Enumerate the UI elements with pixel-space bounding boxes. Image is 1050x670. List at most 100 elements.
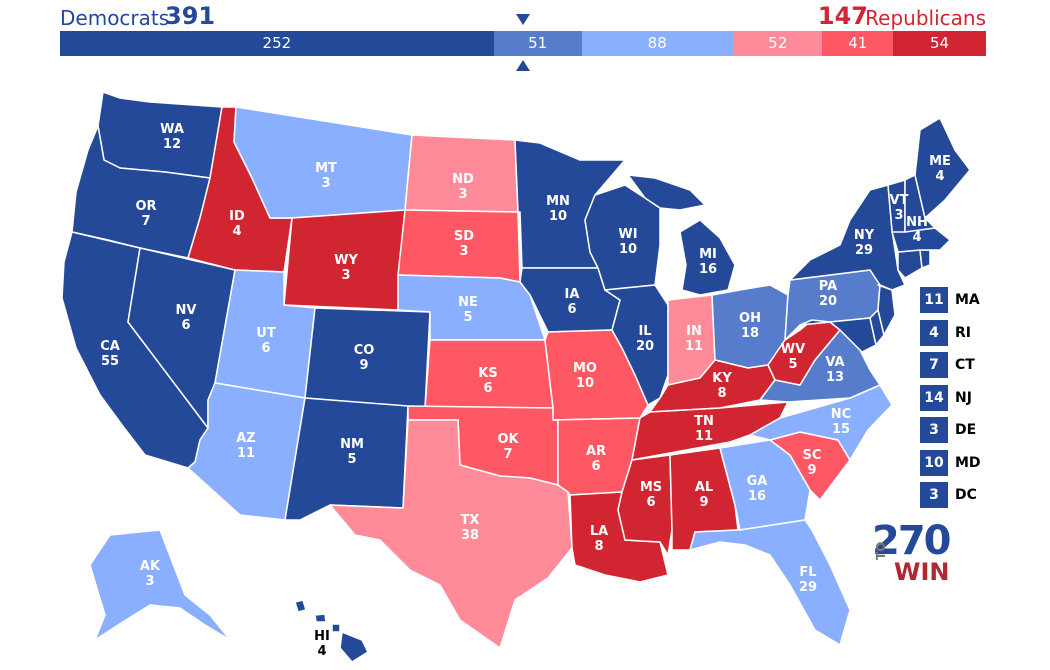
state-votes-label: 7 [141, 214, 150, 229]
state-abbr-label: IL [638, 324, 651, 339]
state-votes-label: 8 [717, 386, 726, 401]
small-state-ri[interactable]: 4 RI [920, 319, 1030, 346]
small-state-votes[interactable]: 3 [920, 482, 948, 508]
state-votes-label: 3 [458, 187, 467, 202]
state-votes-label: 11 [237, 446, 255, 461]
state-abbr-label: VT [890, 193, 909, 208]
state-votes-label: 9 [699, 495, 708, 510]
small-state-votes[interactable]: 14 [920, 384, 948, 411]
state-abbr-label: MS [640, 480, 662, 495]
state-votes-label: 10 [576, 376, 594, 391]
state-il[interactable] [604, 284, 669, 406]
state-hi[interactable] [294, 599, 369, 663]
state-votes-label: 16 [699, 262, 717, 277]
state-ct[interactable] [897, 249, 923, 279]
state-abbr-label: ID [229, 209, 245, 224]
small-state-abbr: DE [955, 422, 977, 438]
state-votes-label: 3 [145, 574, 154, 589]
state-abbr-label: SD [454, 229, 474, 244]
logo-number: 270 [872, 518, 951, 564]
bar-segment: 51 [493, 31, 582, 56]
logo-win: WIN [894, 558, 950, 586]
state-abbr-label: TN [694, 414, 714, 429]
democrats-total: 391 [165, 2, 216, 30]
state-abbr-label: WY [334, 253, 358, 268]
small-state-votes[interactable]: 10 [920, 449, 948, 476]
state-abbr-label: NE [458, 295, 478, 310]
state-abbr-label: MI [699, 247, 717, 262]
small-state-ct[interactable]: 7 CT [920, 352, 1030, 378]
state-abbr-label: WV [781, 342, 805, 357]
midpoint-marker-top-icon [516, 14, 530, 25]
bar-segment: 252 [60, 31, 494, 56]
tally-header: Democrats 391 147 Republicans [60, 0, 986, 30]
state-abbr-label: FL [799, 565, 816, 580]
small-state-votes[interactable]: 11 [920, 287, 948, 313]
state-votes-label: 8 [594, 539, 603, 554]
state-mi[interactable] [679, 219, 736, 296]
small-state-md[interactable]: 10 MD [920, 449, 1030, 476]
state-votes-label: 11 [685, 339, 703, 354]
small-state-dc[interactable]: 3 DC [920, 482, 1030, 508]
state-abbr-label: AK [140, 559, 161, 574]
state-abbr-label: AL [695, 480, 713, 495]
state-votes-label: 5 [788, 357, 797, 372]
state-votes-label: 3 [321, 176, 330, 191]
state-abbr-label: ND [452, 172, 474, 187]
state-abbr-label: SC [803, 448, 822, 463]
small-state-de[interactable]: 3 DE [920, 417, 1030, 443]
state-abbr-label: GA [747, 474, 768, 489]
state-mi-upper[interactable] [627, 174, 706, 211]
state-abbr-label: MN [546, 194, 570, 209]
state-votes-label: 10 [619, 242, 637, 257]
state-votes-label: 55 [101, 354, 119, 369]
state-abbr-label: MT [315, 161, 337, 176]
state-votes-label: 9 [807, 463, 816, 478]
state-abbr-label: IA [565, 287, 580, 302]
small-state-abbr: MD [955, 454, 981, 471]
state-votes-label: 11 [695, 429, 713, 444]
electoral-vote-bar: 252 51 88 52 41 54 [60, 31, 986, 56]
state-votes-label: 4 [935, 169, 944, 184]
state-abbr-label: KS [478, 366, 497, 381]
state-abbr-label: WI [618, 227, 637, 242]
bar-segment: 52 [732, 31, 823, 56]
state-votes-label: 4 [232, 224, 241, 239]
small-state-votes[interactable]: 7 [920, 352, 948, 378]
state-abbr-label: OK [497, 432, 519, 447]
state-ri[interactable] [919, 249, 931, 269]
state-votes-label: 38 [461, 528, 479, 543]
state-abbr-label: IN [686, 324, 702, 339]
small-state-nj[interactable]: 14 NJ [920, 384, 1030, 411]
state-me[interactable] [914, 117, 971, 219]
state-votes-label: 6 [181, 318, 190, 333]
state-fl[interactable] [689, 519, 851, 646]
state-votes-label: 9 [359, 358, 368, 373]
small-state-abbr: CT [955, 357, 975, 373]
state-votes-label: 4 [317, 644, 326, 659]
state-votes-label: 18 [741, 326, 759, 341]
state-wi[interactable] [584, 184, 661, 291]
state-abbr-label: ME [929, 154, 951, 169]
small-state-abbr: NJ [955, 389, 972, 406]
small-state-ma[interactable]: 11 MA [920, 287, 1030, 313]
small-state-votes[interactable]: 3 [920, 417, 948, 443]
midpoint-marker-bottom-icon [516, 60, 530, 71]
small-state-votes[interactable]: 4 [920, 319, 948, 346]
state-votes-label: 4 [912, 230, 921, 245]
state-nh[interactable] [904, 174, 936, 233]
state-abbr-label: CA [100, 339, 120, 354]
state-abbr-label: HI [314, 629, 330, 644]
state-votes-label: 15 [832, 422, 850, 437]
270towin-logo: 270 TO WIN [872, 518, 951, 586]
state-ak[interactable] [89, 529, 231, 641]
state-votes-label: 20 [636, 339, 654, 354]
small-state-abbr: RI [955, 324, 971, 341]
state-votes-label: 16 [748, 489, 766, 504]
state-tx[interactable] [329, 419, 573, 649]
state-votes-label: 5 [463, 310, 472, 325]
state-nc[interactable] [749, 384, 893, 461]
state-vt[interactable] [887, 179, 906, 233]
state-abbr-label: NH [906, 215, 928, 230]
